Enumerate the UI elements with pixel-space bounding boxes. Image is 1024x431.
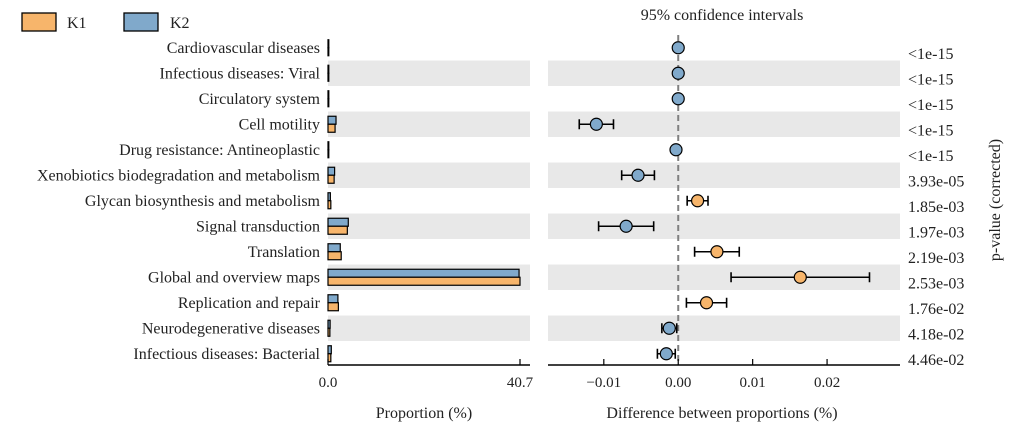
bar-k1 bbox=[327, 353, 332, 363]
bar-k2 bbox=[327, 64, 330, 74]
category-label: Replication and repair bbox=[178, 295, 321, 312]
p-value-label: 1.85e-03 bbox=[908, 199, 964, 216]
bar-k2 bbox=[327, 243, 341, 253]
bar-k1 bbox=[327, 276, 521, 286]
bar-k1 bbox=[327, 251, 342, 261]
diff-point bbox=[671, 66, 685, 80]
p-value-label: 2.53e-03 bbox=[908, 275, 964, 292]
row-stripe-left bbox=[328, 111, 530, 137]
category-label: Glycan biosynthesis and metabolism bbox=[85, 193, 321, 210]
proportion-tick-label: 0.0 bbox=[319, 375, 338, 391]
p-value-label: <1e-15 bbox=[908, 71, 953, 88]
category-label: Infectious diseases: Bacterial bbox=[133, 346, 320, 363]
diff-point bbox=[671, 41, 685, 55]
bar-k2 bbox=[327, 217, 349, 227]
p-value-label: <1e-15 bbox=[908, 122, 953, 139]
diff-point bbox=[662, 321, 676, 335]
category-label: Cell motility bbox=[239, 116, 320, 133]
bar-k2 bbox=[327, 319, 331, 329]
proportion-axis-label: Proportion (%) bbox=[376, 405, 472, 422]
difference-axis-label: Difference between proportions (%) bbox=[606, 405, 837, 422]
p-value-label: 1.76e-02 bbox=[908, 301, 964, 318]
category-label: Cardiovascular diseases bbox=[167, 40, 320, 57]
category-label: Neurodegenerative diseases bbox=[142, 320, 320, 337]
diff-point bbox=[631, 168, 645, 182]
bar-k1 bbox=[327, 327, 331, 337]
category-label: Global and overview maps bbox=[148, 269, 320, 286]
bar-k2 bbox=[327, 141, 330, 151]
difference-tick-label: 0.00 bbox=[665, 375, 691, 391]
bar-k1 bbox=[327, 47, 330, 57]
difference-tick-label: 0.02 bbox=[814, 375, 840, 391]
p-value-label: 1.97e-03 bbox=[908, 224, 964, 241]
p-value-label: <1e-15 bbox=[908, 97, 953, 114]
bar-k1 bbox=[327, 302, 339, 312]
diff-point bbox=[690, 194, 705, 208]
difference-tick-label: 0.01 bbox=[740, 375, 766, 391]
ci-chart-title: 95% confidence intervals bbox=[641, 7, 804, 24]
bar-k2 bbox=[327, 115, 337, 125]
diff-point bbox=[669, 143, 683, 157]
p-value-label: 4.18e-02 bbox=[908, 326, 964, 343]
category-label: Signal transduction bbox=[196, 218, 320, 235]
category-label: Circulatory system bbox=[199, 91, 321, 108]
row-stripe-left bbox=[328, 315, 530, 341]
legend-swatch-k1 bbox=[21, 12, 57, 32]
row-stripe-left bbox=[328, 162, 530, 188]
category-label: Infectious diseases: Viral bbox=[160, 65, 321, 82]
category-label: Drug resistance: Antineoplastic bbox=[119, 142, 320, 159]
bar-k2 bbox=[327, 268, 520, 278]
diff-point bbox=[619, 219, 633, 233]
row-stripe-right bbox=[548, 162, 900, 188]
bar-k2 bbox=[327, 192, 331, 202]
legend-swatch-k2 bbox=[123, 12, 159, 32]
diff-point bbox=[589, 117, 603, 131]
legend-label-k1: K1 bbox=[67, 15, 87, 32]
diff-point bbox=[793, 270, 807, 284]
bar-k1 bbox=[327, 225, 348, 235]
legend: K1 K2 bbox=[21, 12, 190, 32]
category-label: Xenobiotics biodegradation and metabolis… bbox=[37, 167, 321, 184]
p-value-label: <1e-15 bbox=[908, 148, 953, 165]
bar-k1 bbox=[327, 123, 336, 133]
bar-k2 bbox=[327, 39, 330, 49]
proportion-tick-label: 40.7 bbox=[507, 375, 534, 391]
p-value-label: 3.93e-05 bbox=[908, 173, 964, 190]
diff-point bbox=[699, 296, 714, 310]
row-stripe-right bbox=[548, 315, 900, 341]
bar-k2 bbox=[327, 345, 332, 355]
category-label: Translation bbox=[248, 244, 320, 261]
p-value-axis-label: p-value (corrected) bbox=[987, 139, 1004, 261]
diff-point bbox=[710, 245, 724, 259]
legend-label-k2: K2 bbox=[170, 15, 190, 32]
p-value-label: 4.46e-02 bbox=[908, 352, 964, 369]
p-value-label: 2.19e-03 bbox=[908, 250, 964, 267]
bar-k2 bbox=[327, 90, 330, 100]
bar-k2 bbox=[327, 294, 339, 304]
bar-k1 bbox=[327, 98, 330, 108]
row-stripe-left bbox=[328, 60, 530, 86]
bar-k1 bbox=[327, 200, 332, 210]
diff-point bbox=[659, 347, 673, 361]
difference-tick-label: −0.01 bbox=[586, 375, 621, 391]
diff-point bbox=[671, 92, 685, 106]
p-value-label: <1e-15 bbox=[908, 46, 953, 63]
row-stripe-right bbox=[548, 60, 900, 86]
bar-k1 bbox=[327, 149, 330, 159]
bar-k1 bbox=[327, 174, 335, 184]
row-stripe-left bbox=[328, 213, 530, 239]
bar-k2 bbox=[327, 166, 336, 176]
bar-k1 bbox=[327, 72, 330, 82]
